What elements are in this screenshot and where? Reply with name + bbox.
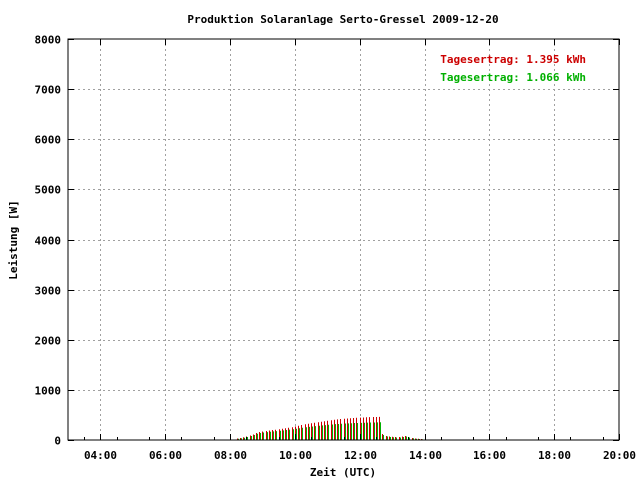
x-tick-label: 18:00 (538, 449, 571, 462)
bars-layer (237, 416, 430, 440)
grid-lines (68, 39, 619, 440)
y-tick-label: 8000 (35, 34, 62, 47)
legend-entry-2: Tagesertrag: 1.066 kWh (440, 71, 586, 84)
x-tick-label: 12:00 (344, 449, 377, 462)
x-axis-label: Zeit (UTC) (310, 466, 376, 479)
y-tick-label: 4000 (35, 235, 62, 248)
y-tick-label: 5000 (35, 184, 62, 197)
y-tick-label: 1000 (35, 385, 62, 398)
x-tick-label: 08:00 (214, 449, 247, 462)
x-tick-label: 20:00 (603, 449, 636, 462)
plot-frame (67, 38, 620, 441)
x-tick-label: 04:00 (84, 449, 117, 462)
y-tick-label: 0 (54, 435, 61, 448)
y-tick-label: 2000 (35, 335, 62, 348)
x-axis-ticks: 04:00 06:00 08:00 10:00 12:00 14:00 16:00 18:00… (84, 39, 636, 462)
y-tick-label: 6000 (35, 134, 62, 147)
x-tick-label: 14:00 (409, 449, 442, 462)
y-tick-label: 3000 (35, 285, 62, 298)
y-axis-label: Leistung [W] (7, 200, 20, 279)
chart-title: Produktion Solaranlage Serto-Gressel 200… (187, 13, 498, 26)
y-axis-ticks: 0 1000 2000 3000 4000 5000 6000 7000 8000 (35, 34, 619, 448)
y-tick-label: 7000 (35, 84, 62, 97)
x-tick-label: 06:00 (149, 449, 182, 462)
x-tick-label: 16:00 (473, 449, 506, 462)
x-tick-label: 10:00 (279, 449, 312, 462)
legend-entry-1: Tagesertrag: 1.395 kWh (440, 53, 586, 66)
